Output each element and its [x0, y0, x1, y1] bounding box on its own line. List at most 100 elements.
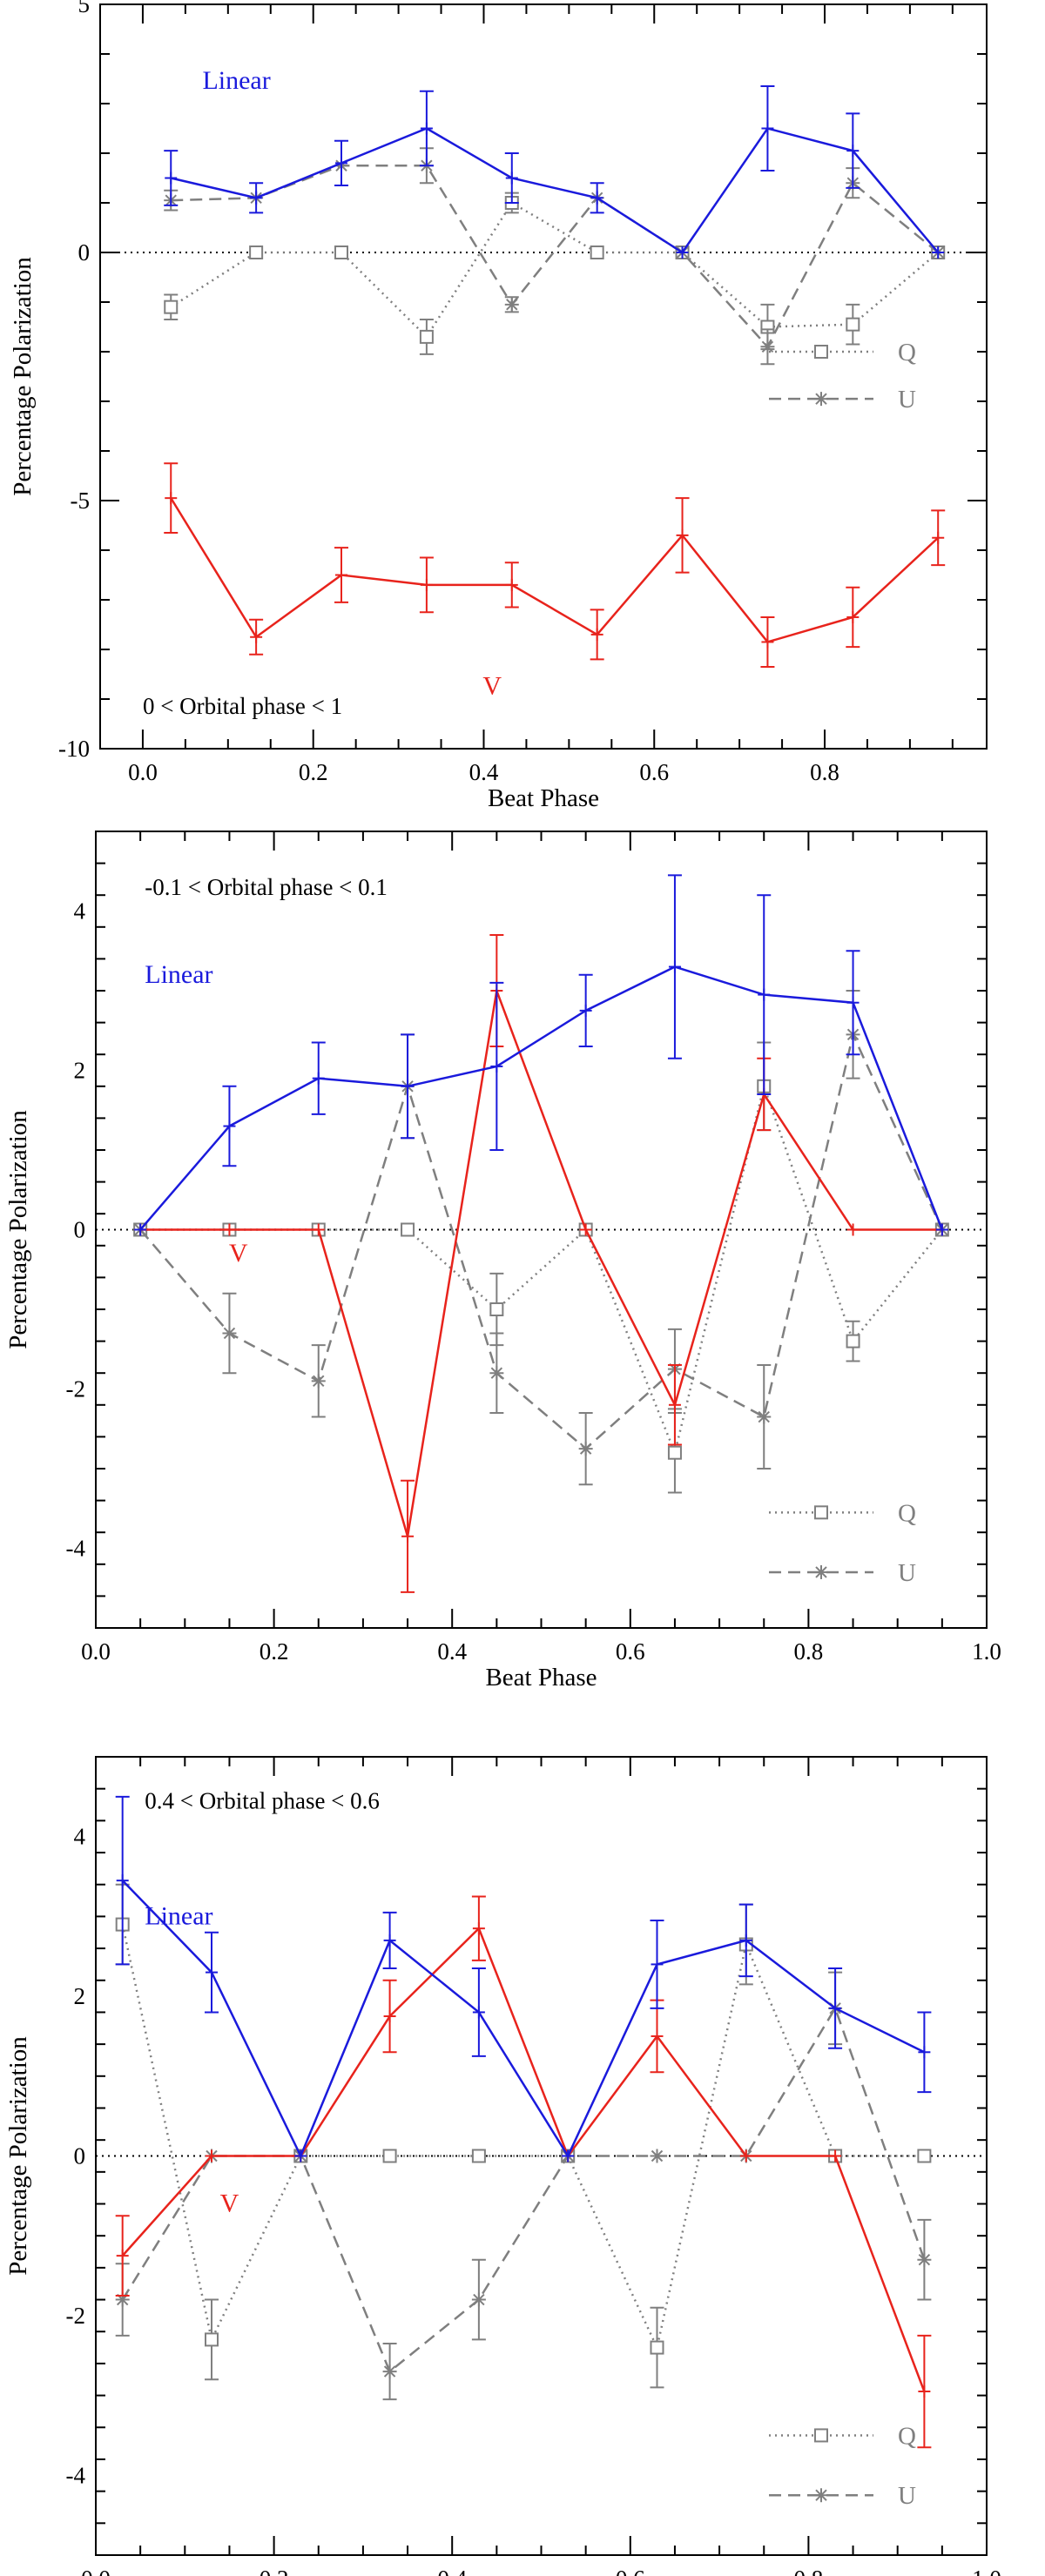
legend-entry-u: U	[769, 1559, 916, 1587]
legend-label-u: U	[898, 2482, 916, 2510]
series-q	[115, 1883, 932, 2389]
data-point-v	[505, 578, 518, 591]
data-point-v	[165, 492, 178, 505]
plot-frame	[99, 3, 988, 750]
data-point-v	[590, 628, 603, 641]
series-u-line	[171, 165, 939, 349]
v-label: V	[229, 1239, 248, 1268]
series-u-line	[121, 2005, 926, 2374]
series-v-line	[121, 1926, 926, 2392]
data-point-v	[250, 630, 263, 643]
legend-label-u: U	[898, 1559, 916, 1587]
data-point-v	[420, 578, 433, 591]
legend-marker-q	[814, 1505, 828, 1520]
orbital-phase-label: 0 < Orbital phase < 1	[143, 693, 342, 719]
data-point-v	[116, 2250, 129, 2263]
series-linear-line	[170, 127, 940, 254]
legend-entry-q: Q	[769, 339, 916, 367]
series-q-line	[140, 1082, 943, 1456]
panel-all-orbital-phases: 0.0 0.2 0.4 0.6 0.8 -10 -5 0 5 Beat Phase Percenta…	[9, 0, 988, 812]
data-point-linear	[472, 2006, 485, 2019]
data-point-linear	[739, 1934, 752, 1947]
data-point-linear	[134, 1223, 147, 1236]
series-linear	[115, 1795, 932, 2162]
x-tick-label: 0.2	[299, 759, 328, 785]
x-tick-label: 0.8	[810, 759, 839, 785]
x-tick-label: 0.2	[260, 1638, 289, 1665]
data-point-q	[164, 299, 179, 314]
series-linear	[164, 85, 945, 259]
x-tick-label: 1.0	[972, 1638, 1001, 1665]
legend-entry-u: U	[769, 2482, 916, 2510]
linear-label: Linear	[202, 66, 270, 95]
data-point-v	[472, 1922, 485, 1935]
legend-entry-u: U	[769, 386, 916, 414]
y-tick-label: 0	[78, 239, 91, 266]
data-point-q	[249, 245, 264, 259]
v-label: V	[220, 2189, 239, 2218]
x-tick-label: 0.4	[469, 759, 499, 785]
data-point-linear	[312, 1072, 325, 1085]
x-tick-label: 0.0	[81, 2566, 111, 2576]
data-point-q	[650, 2340, 664, 2355]
data-point-linear	[668, 960, 681, 973]
series-u-line	[139, 1031, 943, 1450]
y-tick-label: 2	[74, 1983, 86, 2009]
x-tick-label: 0.8	[794, 2566, 824, 2576]
data-point-u	[471, 2292, 486, 2307]
y-tick-label: 2	[74, 1058, 86, 1084]
legend-marker-q	[814, 345, 828, 359]
data-point-u	[222, 1326, 237, 1341]
legend-entry-q: Q	[769, 2422, 916, 2450]
data-point-linear	[250, 192, 263, 205]
x-axis-label: Beat Phase	[488, 784, 599, 812]
legend-marker-q	[814, 2428, 828, 2443]
data-point-u	[578, 1442, 593, 1456]
data-point-linear	[846, 145, 860, 158]
x-tick-label: 0.0	[81, 1638, 111, 1665]
data-point-q	[489, 1302, 504, 1316]
x-tick-label: 0.2	[260, 2566, 289, 2576]
data-point-q	[590, 245, 604, 259]
data-point-v	[846, 1223, 860, 1236]
legend-marker-u	[814, 2488, 828, 2503]
y-tick-label: -2	[66, 1376, 86, 1402]
data-point-linear	[401, 1079, 415, 1093]
x-axis-label: Beat Phase	[485, 1664, 597, 1692]
data-point-linear	[490, 1059, 503, 1073]
data-point-q	[419, 329, 434, 344]
series-v-line	[170, 497, 940, 643]
y-tick-label: -4	[66, 2462, 86, 2488]
series-linear-line	[121, 1880, 925, 2159]
y-tick-label: -4	[66, 1536, 86, 1562]
data-point-linear	[294, 2149, 307, 2162]
y-tick-label: -5	[71, 488, 91, 514]
y-tick-label: 0	[74, 2143, 86, 2169]
x-tick-label: 0.6	[639, 759, 669, 785]
y-axis-label: Percentage Polarization	[4, 2036, 32, 2276]
data-point-linear	[335, 157, 348, 170]
data-point-v	[651, 2029, 664, 2042]
x-tick-label: 1.0	[972, 2566, 1001, 2576]
data-point-v	[829, 2149, 842, 2162]
y-tick-label: -10	[58, 736, 90, 762]
data-point-u	[504, 297, 519, 312]
series-u	[115, 1971, 932, 2401]
data-point-v	[761, 636, 774, 649]
series-q-line	[170, 201, 940, 339]
legend-marker-u	[814, 1564, 828, 1579]
data-point-q	[667, 1445, 682, 1460]
series-v-line	[140, 986, 942, 1537]
data-point-linear	[383, 1934, 396, 1947]
legend-label-q: Q	[898, 339, 916, 367]
series-u	[133, 990, 949, 1486]
data-point-v	[383, 2010, 396, 2023]
data-point-v	[312, 1223, 325, 1236]
data-point-linear	[932, 246, 945, 259]
x-tick-label: 0.4	[437, 2566, 467, 2576]
y-axis-label: Percentage Polarization	[9, 257, 37, 496]
orbital-phase-label: -0.1 < Orbital phase < 0.1	[145, 874, 388, 900]
y-axis-label: Percentage Polarization	[4, 1110, 32, 1349]
